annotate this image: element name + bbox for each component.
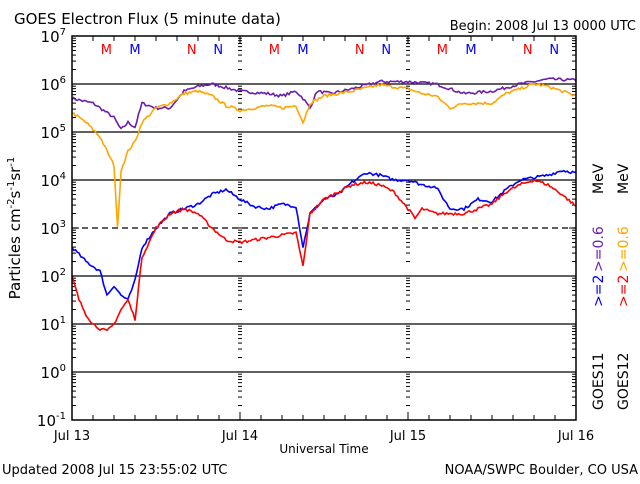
series-goes12-2-mev bbox=[71, 178, 577, 332]
marker-m: M bbox=[297, 43, 308, 58]
legend-goes11-unit: MeV bbox=[591, 163, 607, 194]
marker-n: N bbox=[381, 43, 391, 58]
updated-time: Updated 2008 Jul 15 23:55:02 UTC bbox=[2, 463, 227, 478]
legend-goes12-unit: MeV bbox=[616, 163, 632, 194]
marker-n: N bbox=[355, 43, 365, 58]
legend-goes12: GOES12 >=2 >=0.6 MeV bbox=[616, 163, 632, 410]
y-tick-label: 102 bbox=[41, 267, 66, 286]
y-tick-labels: 107 106 105 104 103 102 101 100 10-1 bbox=[37, 27, 66, 430]
series-lines bbox=[71, 77, 577, 332]
series-goes12-0-6-mev bbox=[71, 83, 577, 227]
marker-m: M bbox=[129, 43, 140, 58]
credit: NOAA/SWPC Boulder, CO USA bbox=[445, 463, 638, 478]
legend-goes12-e2: >=2 bbox=[616, 275, 632, 307]
x-tick-label: Jul 14 bbox=[221, 429, 258, 444]
y-tick-label: 107 bbox=[41, 27, 66, 46]
grid-lines bbox=[72, 83, 576, 373]
legend-goes11: GOES11 >=2 >=0.6 MeV bbox=[591, 163, 607, 410]
x-tick-label: Jul 13 bbox=[53, 429, 90, 444]
legend-goes11-e2: >=2 bbox=[591, 275, 607, 307]
marker-m: M bbox=[269, 43, 280, 58]
y-tick-label: 105 bbox=[41, 123, 66, 142]
marker-m: M bbox=[465, 43, 476, 58]
marker-n: N bbox=[187, 43, 197, 58]
series-goes11-0-6-mev bbox=[71, 77, 577, 130]
y-tick-label: 10-1 bbox=[37, 411, 66, 430]
y-tick-label: 103 bbox=[41, 219, 66, 238]
legend-goes11-sat: GOES11 bbox=[591, 353, 607, 410]
chart-title: GOES Electron Flux (5 minute data) bbox=[14, 10, 281, 28]
y-tick-label: 100 bbox=[41, 363, 66, 382]
x-axis-label: Universal Time bbox=[279, 442, 368, 456]
y-tick-label: 104 bbox=[41, 171, 66, 190]
y-tick-label: 101 bbox=[41, 315, 66, 334]
marker-n: N bbox=[213, 43, 223, 58]
marker-n: N bbox=[523, 43, 533, 58]
marker-m: M bbox=[437, 43, 448, 58]
legend-goes12-sat: GOES12 bbox=[616, 353, 632, 410]
x-tick-label: Jul 15 bbox=[389, 429, 426, 444]
series-goes11-2-mev bbox=[71, 169, 577, 300]
begin-time: Begin: 2008 Jul 13 0000 UTC bbox=[450, 19, 636, 34]
marker-m: M bbox=[101, 43, 112, 58]
x-tick-label: Jul 16 bbox=[557, 429, 594, 444]
legend-goes11-e06: >=0.6 bbox=[591, 226, 607, 272]
legend-goes12-e06: >=0.6 bbox=[616, 226, 632, 272]
plot-frame bbox=[71, 35, 577, 421]
y-axis-label: Particles cm-2s-1sr-1 bbox=[6, 157, 24, 300]
marker-n: N bbox=[549, 43, 559, 58]
x-tick-labels: Jul 13 Jul 14 Jul 15 Jul 16 bbox=[53, 429, 594, 444]
y-tick-label: 106 bbox=[41, 75, 66, 94]
